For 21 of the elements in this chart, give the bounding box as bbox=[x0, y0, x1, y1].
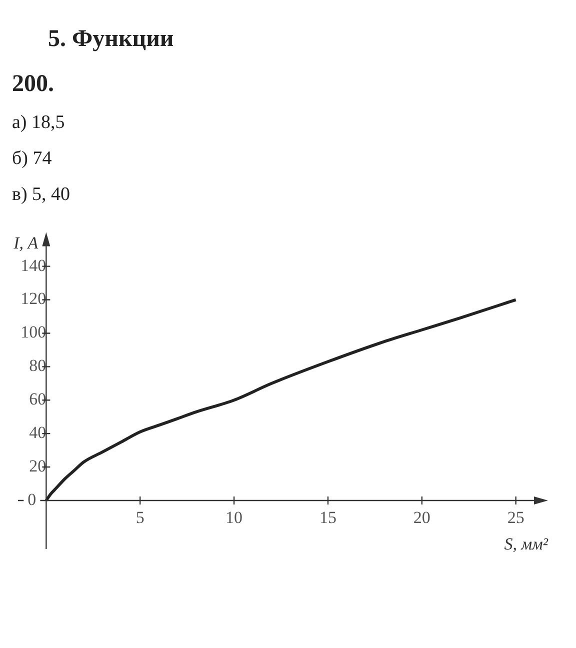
x-tick-label: 20 bbox=[413, 508, 430, 528]
y-tick-label: 0 bbox=[28, 490, 36, 509]
x-axis-title: S, мм² bbox=[504, 534, 549, 554]
y-tick-label: 20 bbox=[29, 456, 46, 476]
x-tick-label: 25 bbox=[507, 508, 524, 528]
y-tick-label: 140 bbox=[20, 256, 46, 275]
y-tick-label: 120 bbox=[20, 289, 46, 308]
x-tick-label: 15 bbox=[319, 508, 336, 528]
text: б) 74 bbox=[12, 148, 53, 170]
y-tick-label: 80 bbox=[29, 356, 46, 376]
x-tick-label: 10 bbox=[226, 508, 243, 528]
chart-title: 5. Функции bbox=[48, 26, 175, 53]
y-tick-label: 40 bbox=[29, 423, 46, 442]
y-tick-label: 60 bbox=[29, 390, 46, 409]
chart-subtitle: 200. bbox=[12, 71, 55, 98]
y-axis-title: I, А bbox=[12, 234, 39, 253]
x-tick-label: 5 bbox=[136, 508, 144, 528]
text: а) 18,5 bbox=[12, 112, 66, 134]
line-series bbox=[44, 298, 518, 502]
y-tick-label: 100 bbox=[20, 322, 46, 342]
text: в) 5, 40 bbox=[12, 184, 72, 206]
